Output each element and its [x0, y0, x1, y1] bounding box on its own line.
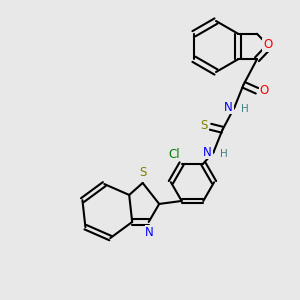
Text: N: N — [224, 101, 233, 114]
Text: O: O — [260, 84, 268, 97]
Text: H: H — [241, 104, 249, 114]
Text: H: H — [220, 149, 228, 159]
Text: N: N — [203, 146, 212, 159]
Text: Cl: Cl — [169, 148, 180, 161]
Text: S: S — [201, 119, 208, 132]
Text: N: N — [145, 226, 154, 238]
Text: S: S — [139, 167, 146, 179]
Text: O: O — [263, 38, 272, 52]
